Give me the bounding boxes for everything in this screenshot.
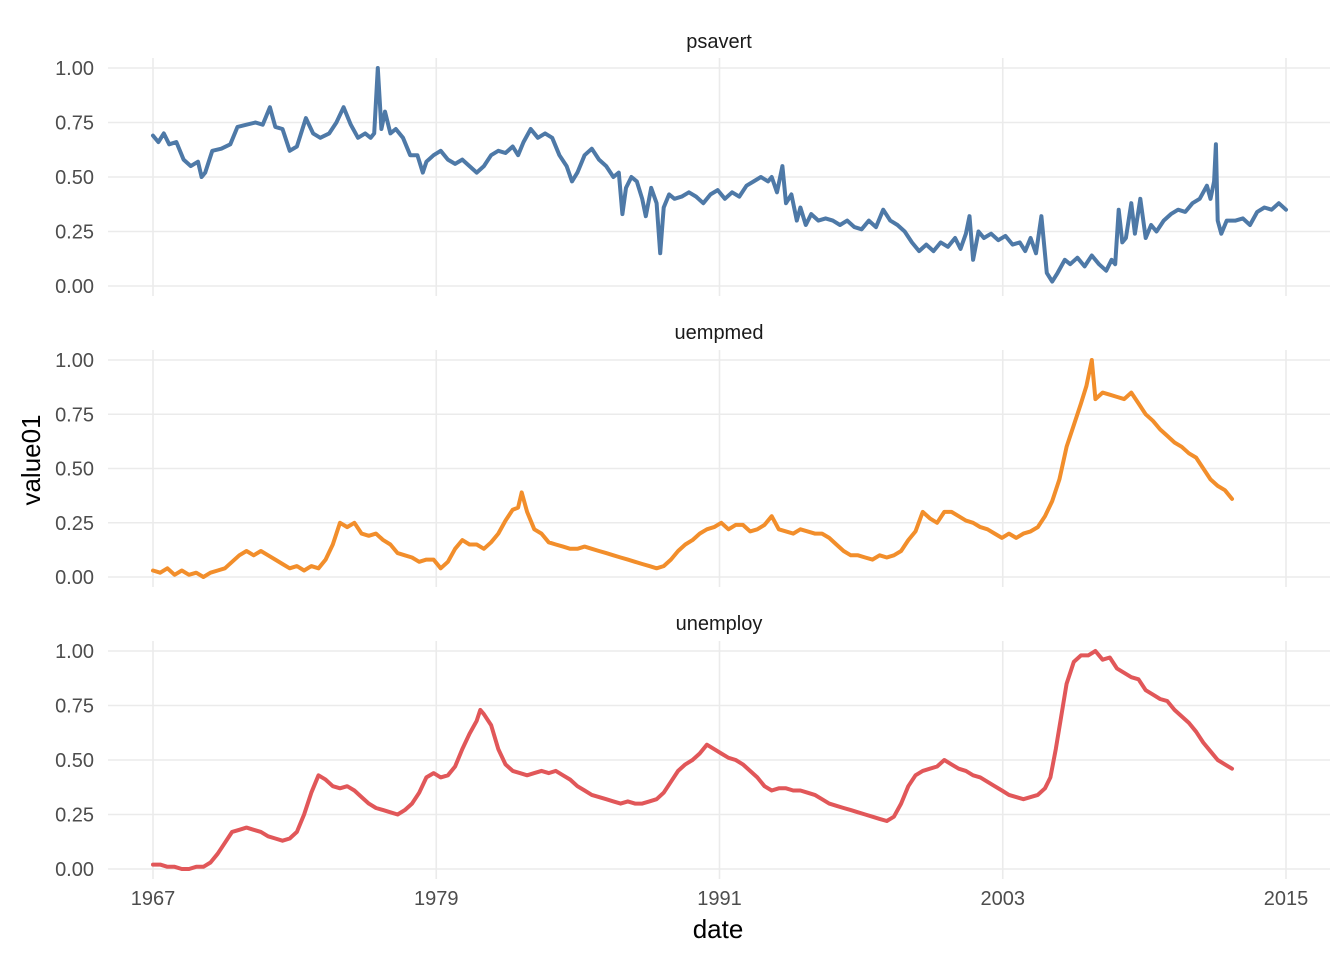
y-tick-label: 0.00 — [55, 567, 94, 589]
y-tick-label: 0.75 — [55, 113, 94, 135]
y-tick-label: 0.75 — [55, 696, 94, 718]
y-tick-label: 1.00 — [55, 350, 94, 372]
x-tick-label: 1991 — [697, 888, 742, 910]
facet-label-psavert: psavert — [686, 31, 752, 53]
x-axis-title: date — [693, 914, 744, 944]
y-axis-title: value01 — [16, 414, 46, 505]
y-tick-label: 0.75 — [55, 404, 94, 426]
y-tick-label: 0.25 — [55, 513, 94, 535]
y-tick-label: 0.25 — [55, 805, 94, 827]
x-tick-label: 2003 — [981, 888, 1026, 910]
y-tick-label: 1.00 — [55, 58, 94, 80]
series-line-psavert — [151, 66, 1288, 284]
facet-label-uempmed: uempmed — [675, 322, 764, 344]
y-tick-label: 0.50 — [55, 750, 94, 772]
y-tick-label: 0.00 — [55, 276, 94, 298]
x-tick-label: 2015 — [1264, 888, 1309, 910]
series-line-unemploy — [151, 649, 1234, 871]
y-tick-label: 0.25 — [55, 222, 94, 244]
series-line-uempmed — [151, 358, 1234, 579]
y-tick-label: 1.00 — [55, 641, 94, 663]
panel-psavert: 0.00 0.25 0.50 0.75 1.00 psavert — [55, 31, 1330, 298]
x-tick-label: 1967 — [131, 888, 176, 910]
y-tick-label: 0.00 — [55, 859, 94, 881]
panel-unemploy: 0.00 0.25 0.50 0.75 1.00 unemploy — [55, 613, 1330, 881]
y-tick-label: 0.50 — [55, 459, 94, 481]
panel-uempmed: 0.00 0.25 0.50 0.75 1.00 uempmed — [55, 322, 1330, 589]
y-tick-label: 0.50 — [55, 167, 94, 189]
x-tick-label: 1979 — [414, 888, 459, 910]
facet-label-unemploy: unemploy — [676, 613, 763, 635]
